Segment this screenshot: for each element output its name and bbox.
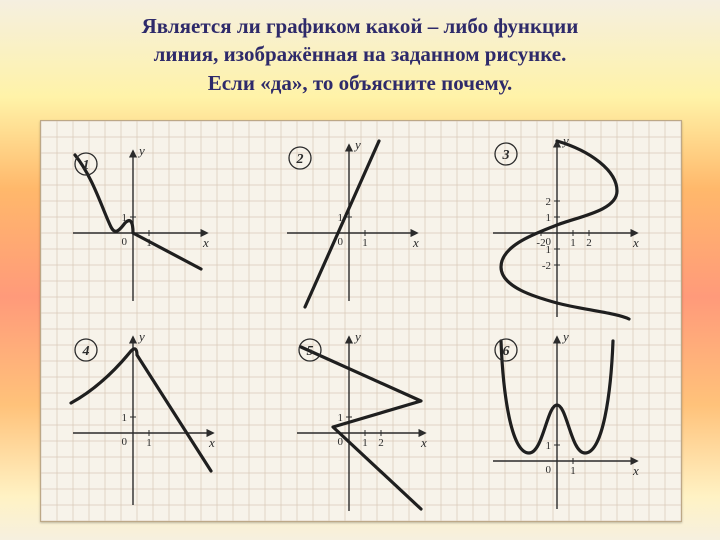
panel-number: 5 bbox=[307, 344, 314, 359]
panel-number: 3 bbox=[502, 148, 510, 163]
slide: Является ли графиком какой – либо функци… bbox=[0, 0, 720, 540]
panel-number: 4 bbox=[82, 344, 90, 359]
svg-text:0: 0 bbox=[122, 236, 128, 248]
y-label: y bbox=[353, 329, 361, 344]
x-label: x bbox=[632, 463, 639, 478]
svg-text:1: 1 bbox=[570, 465, 576, 477]
svg-text:1: 1 bbox=[146, 437, 152, 449]
curve bbox=[501, 141, 629, 319]
x-label: x bbox=[208, 435, 215, 450]
curve bbox=[305, 141, 379, 307]
title-line-3: Если «да», то объясните почему. bbox=[50, 69, 670, 97]
panel-1: 110xy1 bbox=[73, 143, 209, 301]
graph-paper-sheet: 110xy1110xy2-212211-20xy3110xy41210xy511… bbox=[40, 120, 682, 522]
svg-text:1: 1 bbox=[546, 440, 552, 452]
y-label: y bbox=[353, 137, 361, 152]
svg-text:-2: -2 bbox=[542, 260, 551, 272]
title-line-2: линия, изображённая на заданном рисунке. bbox=[50, 40, 670, 68]
x-label: x bbox=[202, 235, 209, 250]
x-label: x bbox=[420, 435, 427, 450]
svg-text:1: 1 bbox=[546, 212, 552, 224]
svg-text:1: 1 bbox=[338, 412, 344, 424]
svg-text:1: 1 bbox=[570, 237, 576, 249]
y-label: y bbox=[561, 329, 569, 344]
svg-text:2: 2 bbox=[378, 437, 384, 449]
svg-text:0: 0 bbox=[338, 236, 344, 248]
svg-text:0: 0 bbox=[122, 436, 128, 448]
x-label: x bbox=[632, 235, 639, 250]
panel-number: 2 bbox=[296, 152, 304, 167]
x-label: x bbox=[412, 235, 419, 250]
panel-2: 110xy2 bbox=[287, 137, 419, 307]
panel-5: 1210xy5 bbox=[297, 329, 427, 511]
curve bbox=[71, 349, 211, 471]
svg-text:1: 1 bbox=[362, 437, 368, 449]
y-label: y bbox=[137, 329, 145, 344]
slide-title: Является ли графиком какой – либо функци… bbox=[50, 12, 670, 97]
graph-paper-svg: 110xy1110xy2-212211-20xy3110xy41210xy511… bbox=[41, 121, 681, 521]
panel-number: 1 bbox=[83, 158, 90, 173]
svg-text:2: 2 bbox=[546, 196, 552, 208]
svg-text:1: 1 bbox=[122, 412, 128, 424]
svg-text:0: 0 bbox=[546, 236, 552, 248]
svg-text:0: 0 bbox=[546, 464, 552, 476]
title-line-1: Является ли графиком какой – либо функци… bbox=[50, 12, 670, 40]
svg-text:-2: -2 bbox=[536, 237, 545, 249]
svg-text:2: 2 bbox=[586, 237, 592, 249]
panel-number: 6 bbox=[503, 344, 510, 359]
svg-text:1: 1 bbox=[362, 237, 368, 249]
panel-4: 1 1 0 x y 4 bbox=[71, 329, 215, 505]
y-label: y bbox=[137, 143, 145, 158]
